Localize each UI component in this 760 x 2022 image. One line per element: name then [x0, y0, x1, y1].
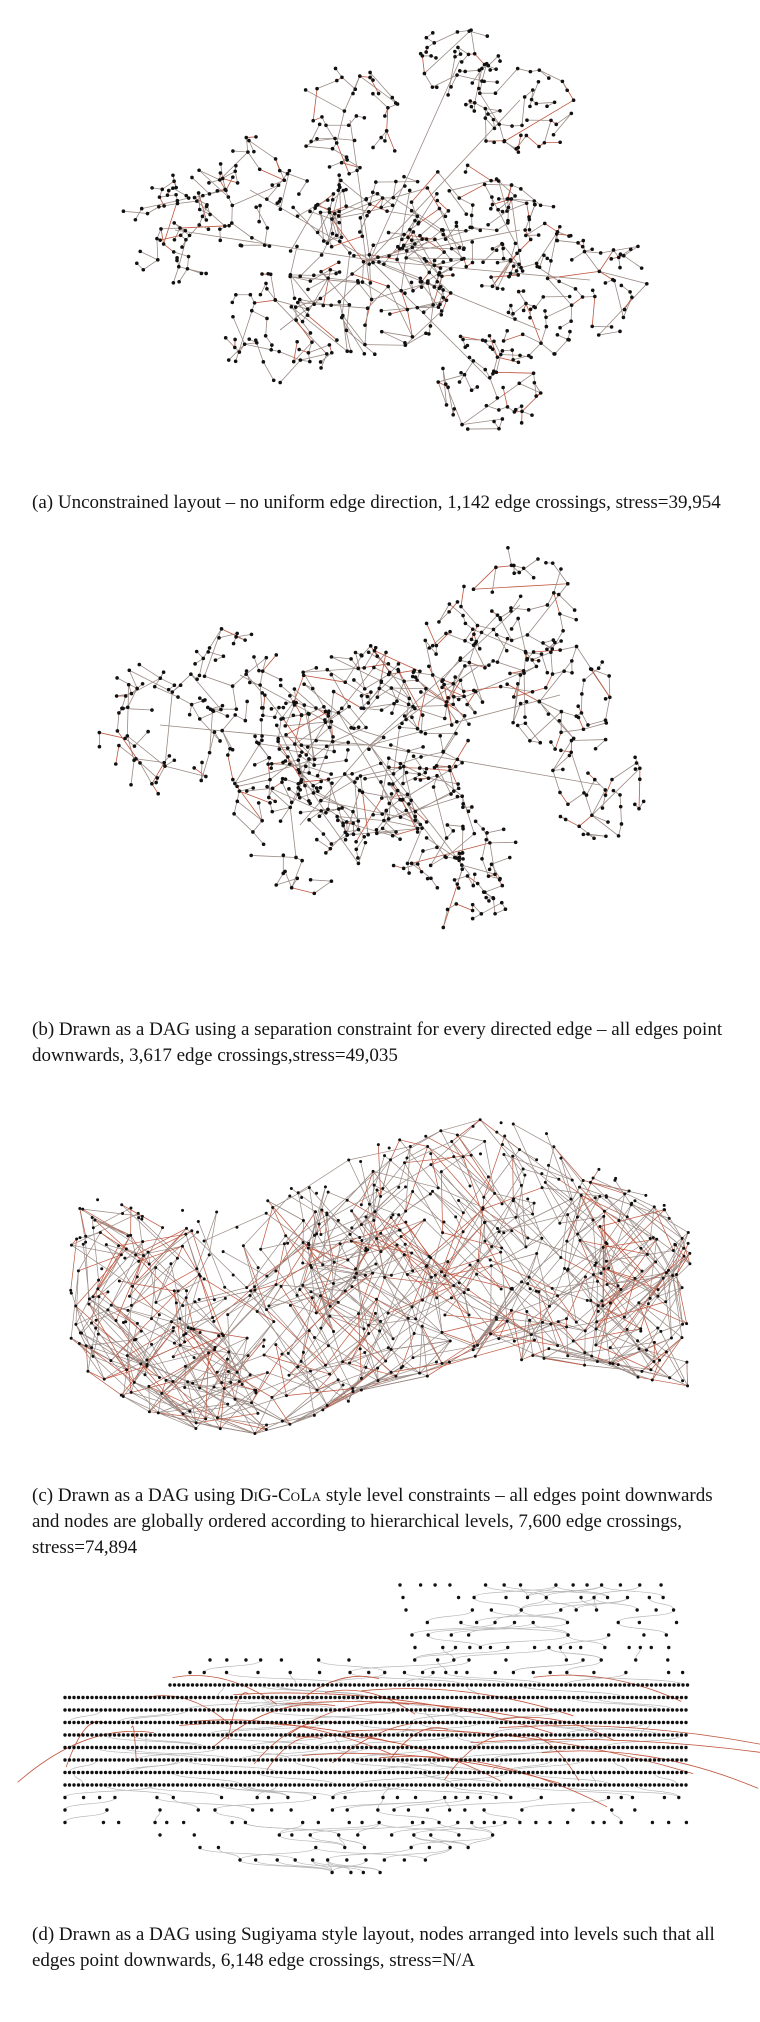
- caption-a-text: Unconstrained layout – no uniform edge d…: [57, 492, 721, 513]
- caption-d-label: (d): [32, 1924, 55, 1945]
- nodes: [97, 546, 646, 930]
- graph-drawing-d: [17, 1583, 760, 1875]
- edges: [98, 547, 645, 928]
- graph-drawing-b: [97, 546, 646, 930]
- nodes: [63, 1583, 690, 1875]
- caption-c: (c) Drawn as a DAG using DiG-CoLa style …: [32, 1483, 732, 1561]
- panel-b: [0, 545, 760, 1015]
- nodes: [121, 28, 649, 431]
- caption-b: (b) Drawn as a DAG using a separation co…: [32, 1017, 732, 1069]
- caption-b-text: Drawn as a DAG using a separation constr…: [32, 1019, 723, 1066]
- caption-c-method: DiG-CoLa: [239, 1485, 322, 1506]
- panel-a: [0, 0, 760, 470]
- graph-drawing-c: [69, 1118, 692, 1436]
- caption-b-label: (b): [32, 1019, 55, 1040]
- caption-c-label: (c): [32, 1485, 54, 1506]
- panel-d: [0, 1575, 760, 1900]
- caption-a: (a) Unconstrained layout – no uniform ed…: [32, 490, 732, 516]
- caption-c-post: style level constraints – all edges poin…: [32, 1485, 713, 1558]
- edges: [17, 1584, 760, 1873]
- caption-d: (d) Drawn as a DAG using Sugiyama style …: [32, 1922, 732, 1974]
- graph-drawing-a: [121, 28, 649, 431]
- caption-d-text: Drawn as a DAG using Sugiyama style layo…: [32, 1924, 715, 1971]
- edges: [123, 29, 648, 430]
- edges: [70, 1119, 691, 1434]
- nodes: [69, 1118, 692, 1436]
- panel-c: [0, 1080, 760, 1480]
- caption-c-pre: Drawn as a DAG using: [57, 1485, 240, 1506]
- caption-a-label: (a): [32, 492, 54, 513]
